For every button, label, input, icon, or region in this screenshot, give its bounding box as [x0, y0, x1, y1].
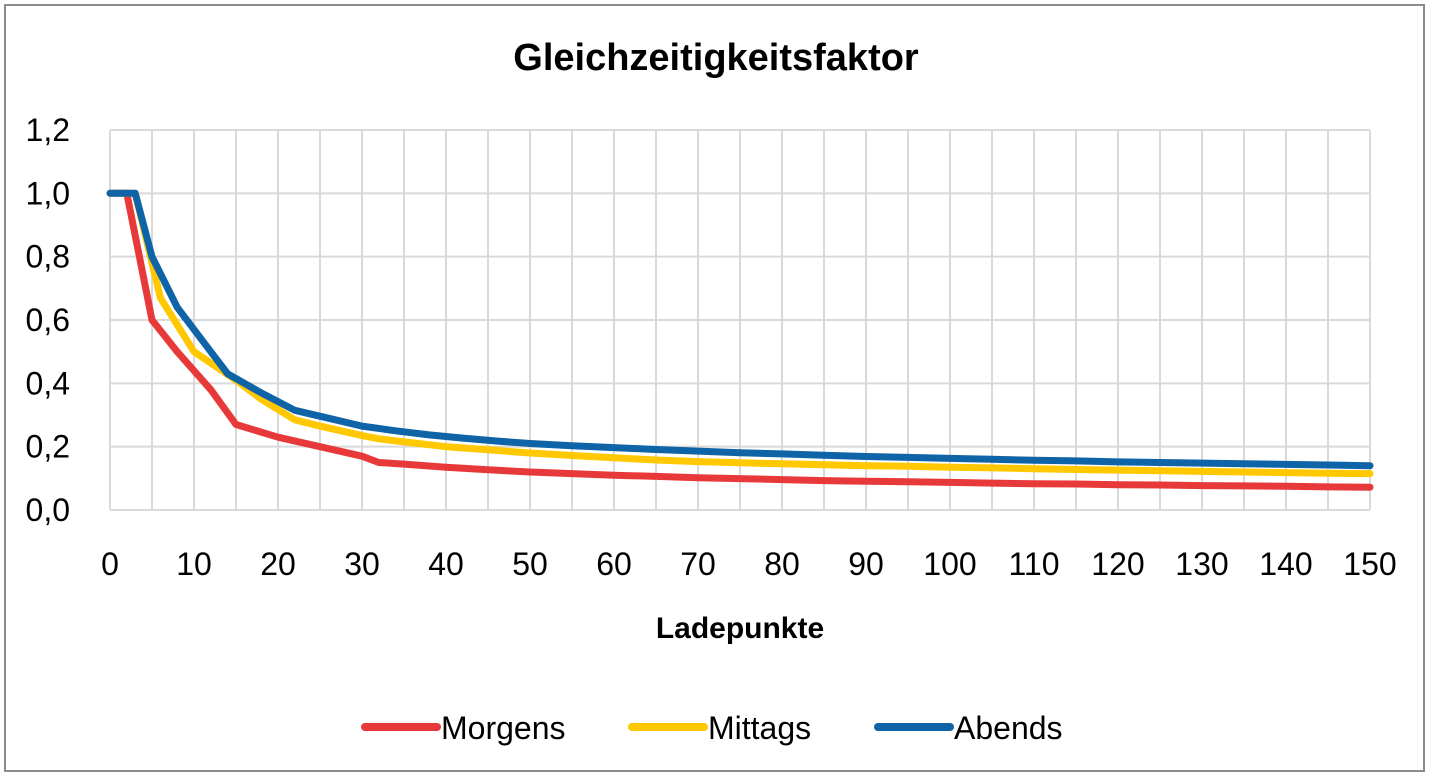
x-tick-label: 20 [260, 546, 296, 582]
x-tick-label: 120 [1091, 546, 1144, 582]
x-tick-label: 50 [512, 546, 548, 582]
legend-label-mittags: Mittags [708, 710, 811, 746]
x-tick-label: 130 [1175, 546, 1228, 582]
series-line-morgens [106, 189, 1374, 491]
y-axis-tick-labels: 0,0 0,2 0,4 0,6 0,8 1,0 1,2 [26, 112, 70, 528]
x-tick-label: 110 [1008, 546, 1059, 582]
x-axis-title: Ladepunkte [656, 612, 824, 645]
x-tick-label: 30 [344, 546, 380, 582]
legend-label-morgens: Morgens [441, 710, 566, 746]
legend-label-abends: Abends [954, 710, 1063, 746]
x-tick-label: 140 [1259, 546, 1312, 582]
y-tick-label: 1,0 [26, 175, 70, 211]
series-line-abends [106, 189, 1374, 470]
x-tick-label: 40 [428, 546, 464, 582]
x-tick-label: 0 [101, 546, 119, 582]
y-tick-label: 0,0 [26, 492, 70, 528]
x-tick-label: 150 [1343, 546, 1396, 582]
x-tick-label: 60 [596, 546, 632, 582]
grid-lines [109, 129, 1371, 511]
x-tick-label: 90 [848, 546, 884, 582]
legend: Morgens Mittags Abends [361, 710, 1063, 746]
y-tick-label: 0,6 [26, 302, 70, 338]
x-tick-label: 70 [680, 546, 716, 582]
y-tick-label: 0,2 [26, 429, 70, 465]
x-axis-tick-labels: 0 10 20 30 40 50 60 70 80 90 100 110 120 130 140 150 [101, 546, 1397, 582]
x-tick-label: 80 [764, 546, 800, 582]
x-tick-label: 100 [923, 546, 976, 582]
series-line-mittags [106, 189, 1374, 478]
y-tick-label: 1,2 [26, 112, 70, 148]
series-lines [106, 189, 1374, 491]
chart-title: Gleichzeitigkeitsfaktor [513, 37, 919, 79]
y-tick-label: 0,4 [26, 365, 70, 401]
x-tick-label: 10 [176, 546, 212, 582]
y-tick-label: 0,8 [26, 239, 70, 275]
